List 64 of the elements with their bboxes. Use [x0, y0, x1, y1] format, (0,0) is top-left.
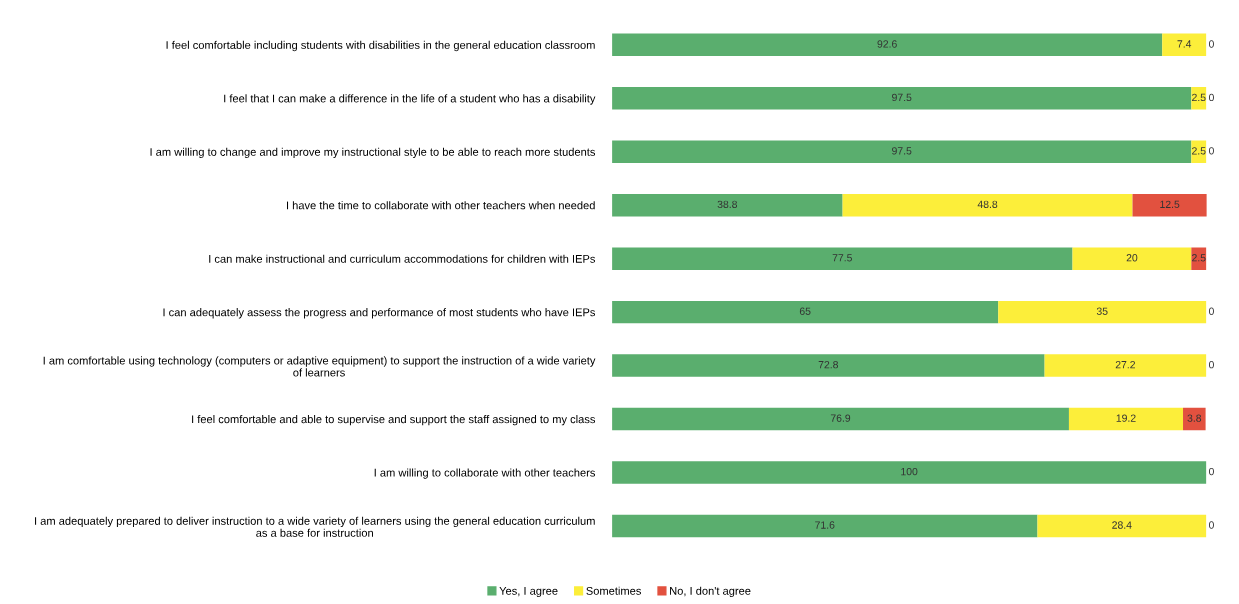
data-label: 12.5 [1160, 200, 1180, 209]
data-label: 2.5 [1192, 254, 1206, 262]
data-label: 77.5 [832, 254, 852, 262]
bar [612, 33, 1163, 57]
bar [1191, 247, 1207, 270]
y-tick-label: I have the time to collaborate with other teachers when needed [287, 201, 595, 210]
y-tick-label: I can adequately assess the progress and performance of most students who have IEPs [163, 308, 596, 319]
data-label: 92.6 [877, 40, 897, 48]
data-label: 0 [1208, 93, 1214, 102]
data-label: 38.8 [717, 200, 738, 209]
bar [1183, 407, 1206, 431]
data-label: 100 [901, 467, 918, 476]
legend-label: No, I don't agree [670, 586, 751, 598]
y-tick-label: I can make instructional and curriculum accommodations for children with IEPs [209, 254, 596, 263]
data-label: 0 [1208, 521, 1214, 529]
bar [1162, 33, 1207, 57]
legend-label: Sometimes [586, 586, 641, 595]
bar [1191, 140, 1207, 163]
data-label: 2.5 [1192, 147, 1206, 155]
bar [612, 87, 1192, 110]
bar [842, 193, 1133, 217]
data-label: 76.9 [830, 414, 851, 422]
data-label: 0 [1208, 147, 1214, 155]
bar [998, 300, 1207, 324]
data-label: 27.2 [1115, 360, 1136, 369]
data-label: 48.8 [977, 200, 998, 209]
bar [1068, 407, 1184, 431]
bar [612, 140, 1192, 163]
y-tick-label: I feel that I can make a difference in the life of a student who has a disability [224, 94, 596, 105]
data-label: 3.8 [1187, 414, 1202, 422]
data-label: 20 [1126, 254, 1138, 262]
data-label: 65 [799, 307, 811, 315]
y-tick-label: I am willing to change and improve my instructional style to be able to reach more students [150, 147, 596, 159]
data-label: 0 [1208, 467, 1214, 476]
data-label: 19.2 [1116, 414, 1136, 422]
data-label: 0 [1208, 360, 1214, 369]
data-label: 97.5 [892, 147, 912, 155]
bar [612, 514, 1038, 538]
bar [1044, 354, 1207, 377]
data-label: 0 [1208, 40, 1214, 48]
data-label: 2.5 [1192, 93, 1206, 102]
bar [612, 354, 1045, 377]
bar [1191, 87, 1207, 110]
y-tick-label: I am adequately prepared to deliver instruction to a wide variety of learners using the general education curriculum as a base for instruction [35, 516, 595, 537]
data-label: 71.6 [815, 521, 835, 529]
data-label: 28.4 [1112, 521, 1132, 529]
bar [1037, 514, 1207, 538]
y-tick-label: I feel comfortable and able to supervise and support the staff assigned to my class [192, 415, 596, 426]
bar [612, 461, 1207, 484]
bar [612, 407, 1069, 431]
bar [1132, 193, 1207, 217]
bar [612, 193, 843, 217]
bar [612, 247, 1073, 270]
bar [1072, 247, 1192, 270]
y-tick-label: I am comfortable using technology (computers or adaptive equipment) to support the instruction of a wide variety of learners [43, 356, 596, 377]
data-label: 35 [1096, 307, 1108, 315]
bar [612, 300, 999, 324]
data-label: 97.5 [892, 93, 912, 102]
data-label: 72.8 [818, 360, 839, 369]
data-label: 0 [1208, 307, 1214, 315]
data-label: 7.4 [1177, 40, 1192, 48]
y-tick-label: I feel comfortable including students with disabilities in the general education classroom [166, 40, 595, 52]
y-tick-label: I am willing to collaborate with other teachers [374, 468, 596, 479]
legend-label: Yes, I agree [499, 587, 558, 598]
